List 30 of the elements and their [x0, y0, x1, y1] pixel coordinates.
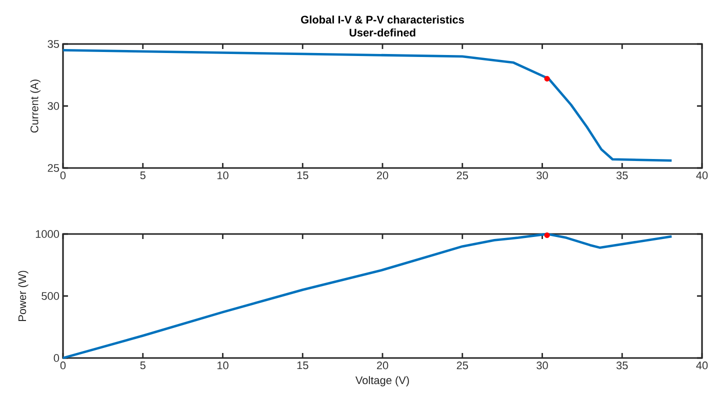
- y-tick-label: 35: [48, 40, 60, 48]
- x-tick-label: 25: [456, 172, 468, 180]
- x-tick-label: 30: [536, 172, 548, 180]
- x-tick-label: 25: [456, 362, 468, 370]
- x-tick-label: 20: [376, 172, 388, 180]
- chart-subtitle: User-defined: [350, 28, 416, 36]
- x-tick-label: 5: [140, 362, 146, 370]
- x-tick-label: 15: [297, 172, 308, 180]
- x-tick-label: 30: [536, 362, 548, 370]
- x-tick-label: 10: [217, 362, 228, 370]
- x-axis-title: Voltage (V): [355, 376, 409, 386]
- chart-title: Global I-V & P-V characteristics: [301, 16, 464, 24]
- y-tick-label: 500: [42, 292, 60, 300]
- x-tick-label: 0: [60, 172, 66, 180]
- x-tick-label: 20: [376, 362, 388, 370]
- y-tick-label: 30: [48, 102, 60, 110]
- y-tick-label: 0: [54, 354, 60, 362]
- x-tick-label: 15: [297, 362, 308, 370]
- x-tick-label: 0: [60, 362, 66, 370]
- line-series: [62, 232, 673, 360]
- y-axis-title: Current (A): [30, 80, 40, 133]
- x-tick-label: 10: [217, 172, 228, 180]
- y-tick-label: 25: [48, 164, 60, 172]
- y-axis-title: Power (W): [18, 270, 28, 321]
- x-tick-label: 5: [140, 172, 146, 180]
- x-tick-label: 40: [696, 172, 708, 180]
- x-tick-label: 35: [616, 362, 628, 370]
- x-tick-label: 40: [696, 362, 708, 370]
- y-tick-label: 1000: [36, 230, 60, 238]
- x-tick-label: 35: [616, 172, 628, 180]
